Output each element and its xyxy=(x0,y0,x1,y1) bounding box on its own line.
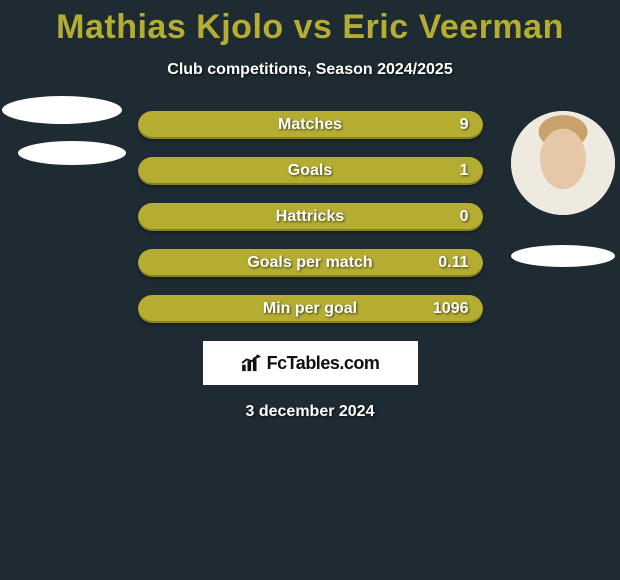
comparison-panel: Matches 9 Goals 1 Hattricks 0 Goals per … xyxy=(0,111,620,421)
chart-icon xyxy=(241,354,263,372)
page-title: Mathias Kjolo vs Eric Veerman xyxy=(0,0,620,47)
stat-label: Hattricks xyxy=(276,208,344,226)
date-text: 3 december 2024 xyxy=(0,403,620,421)
avatar-face-placeholder xyxy=(511,111,615,215)
stat-bar: Hattricks 0 xyxy=(138,203,483,231)
stat-label: Goals per match xyxy=(247,254,372,272)
stat-value: 1 xyxy=(460,162,469,180)
stats-bars: Matches 9 Goals 1 Hattricks 0 Goals per … xyxy=(138,111,483,323)
stat-bar: Min per goal 1096 xyxy=(138,295,483,323)
player-left-shape-top xyxy=(2,96,122,124)
player-left-column xyxy=(2,111,112,165)
stat-label: Goals xyxy=(288,162,332,180)
stat-bar: Goals per match 0.11 xyxy=(138,249,483,277)
subtitle: Club competitions, Season 2024/2025 xyxy=(0,61,620,79)
stat-bar: Matches 9 xyxy=(138,111,483,139)
stat-value: 0 xyxy=(460,208,469,226)
player-right-name-ellipse xyxy=(511,245,615,267)
player-right-avatar xyxy=(511,111,615,215)
stat-label: Min per goal xyxy=(263,300,357,318)
stat-value: 1096 xyxy=(433,300,469,318)
logo-box: FcTables.com xyxy=(203,341,418,385)
stat-label: Matches xyxy=(278,116,342,134)
player-left-name-ellipse xyxy=(18,141,126,165)
stat-value: 9 xyxy=(460,116,469,134)
stat-value: 0.11 xyxy=(438,254,468,272)
player-right-column xyxy=(508,111,618,267)
logo-text: FcTables.com xyxy=(267,353,380,374)
stat-bar: Goals 1 xyxy=(138,157,483,185)
